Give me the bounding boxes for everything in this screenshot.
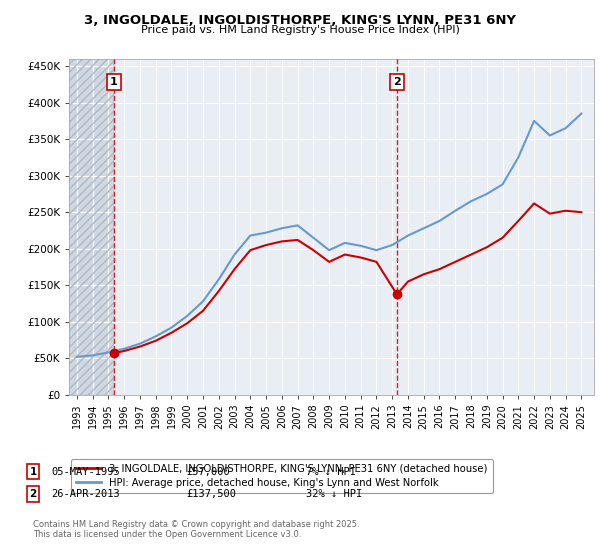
Text: Contains HM Land Registry data © Crown copyright and database right 2025.
This d: Contains HM Land Registry data © Crown c… bbox=[33, 520, 359, 539]
Text: £57,000: £57,000 bbox=[186, 466, 230, 477]
Text: 2: 2 bbox=[393, 77, 401, 87]
Text: 7% ↓ HPI: 7% ↓ HPI bbox=[306, 466, 356, 477]
Text: 3, INGOLDALE, INGOLDISTHORPE, KING'S LYNN, PE31 6NY: 3, INGOLDALE, INGOLDISTHORPE, KING'S LYN… bbox=[84, 14, 516, 27]
Text: 32% ↓ HPI: 32% ↓ HPI bbox=[306, 489, 362, 499]
Legend: 3, INGOLDALE, INGOLDISTHORPE, KING'S LYNN, PE31 6NY (detached house), HPI: Avera: 3, INGOLDALE, INGOLDISTHORPE, KING'S LYN… bbox=[71, 459, 493, 493]
Text: 2: 2 bbox=[29, 489, 37, 499]
Text: 05-MAY-1995: 05-MAY-1995 bbox=[51, 466, 120, 477]
Bar bbox=[69, 59, 114, 395]
Text: 1: 1 bbox=[29, 466, 37, 477]
Text: £137,500: £137,500 bbox=[186, 489, 236, 499]
Text: Price paid vs. HM Land Registry's House Price Index (HPI): Price paid vs. HM Land Registry's House … bbox=[140, 25, 460, 35]
Text: 26-APR-2013: 26-APR-2013 bbox=[51, 489, 120, 499]
Text: 1: 1 bbox=[110, 77, 118, 87]
